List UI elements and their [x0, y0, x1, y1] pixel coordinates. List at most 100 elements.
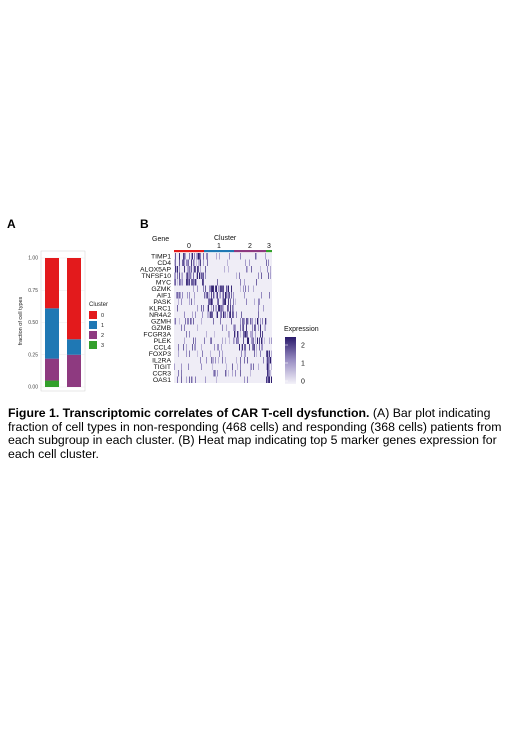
heatmap-cell: [209, 298, 210, 305]
heatmap-cell: [179, 292, 180, 299]
heatmap-cell: [249, 259, 250, 266]
heatmap-cell: [192, 253, 193, 260]
heatmap-cell: [181, 272, 182, 279]
heatmap-cell: [251, 266, 252, 273]
heatmap-cell: [203, 285, 204, 292]
heatmap-cell: [205, 272, 206, 279]
heatmap-cell: [269, 363, 270, 370]
heatmap-cell: [181, 279, 182, 286]
heatmap-cell: [178, 350, 179, 357]
bar-segment-NR-cluster-0: [45, 258, 59, 309]
heatmap-cell: [177, 292, 178, 299]
heatmap-cell: [179, 253, 180, 260]
heatmap-cell: [212, 298, 213, 305]
heatmap-cell: [188, 272, 189, 279]
heatmap-cell: [184, 324, 185, 331]
heatmap-cell: [189, 292, 190, 299]
heatmap-cell: [256, 253, 257, 260]
heatmap-cell: [225, 311, 226, 318]
heatmap-cell: [233, 305, 234, 312]
heatmap-cell: [212, 285, 213, 292]
heatmap-cell: [255, 337, 256, 344]
heatmap-cell: [174, 259, 175, 266]
heatmap-cell: [268, 357, 269, 364]
bar-y-axis-label: fraction of cell types: [18, 296, 24, 345]
heatmap-cell: [246, 298, 247, 305]
heatmap-cell: [199, 253, 200, 260]
figure-caption: Figure 1. Transcriptomic correlates of C…: [8, 406, 513, 461]
heatmap-cell: [268, 259, 269, 266]
heatmap-cell: [238, 331, 239, 338]
heatmap-cell: [256, 350, 257, 357]
bar-segment-R-cluster-2: [67, 354, 81, 387]
heatmap-cell: [202, 350, 203, 357]
heatmap-cell: [200, 357, 201, 364]
heatmap-cell: [248, 337, 249, 344]
heatmap-cell: [200, 266, 201, 273]
heatmap-cell: [219, 285, 220, 292]
heatmap-cell: [193, 318, 194, 325]
heatmap-cell: [206, 292, 207, 299]
heatmap-cell: [246, 324, 247, 331]
heatmap-cell: [177, 305, 178, 312]
heatmap-cell: [190, 272, 191, 279]
bar-legend-label: 2: [101, 333, 104, 339]
heatmap-cell: [263, 357, 264, 364]
heatmap-cell: [180, 279, 181, 286]
heatmap-cell: [199, 259, 200, 266]
heatmap-cell: [204, 337, 205, 344]
heatmap-cell: [222, 324, 223, 331]
caption-text: (A) Bar plot indicating fraction of cell…: [8, 406, 502, 461]
heatmap-cell: [260, 350, 261, 357]
heatmap-cell: [203, 272, 204, 279]
heatmap-cell: [225, 337, 226, 344]
heatmap-cell: [222, 350, 223, 357]
heatmap-cell: [213, 285, 214, 292]
heatmap-cell: [259, 337, 260, 344]
heatmap-cell: [200, 272, 201, 279]
heatmap-cell: [211, 357, 212, 364]
heatmap-cell: [221, 311, 222, 318]
stacked-bar-chart: 0.000.250.500.751.00 NRR fraction of cel…: [18, 250, 108, 392]
bar-y-tick-label: 0.75: [28, 288, 38, 294]
heatmap-cell: [184, 253, 185, 260]
heatmap-cell: [195, 337, 196, 344]
heatmap-cell: [252, 318, 253, 325]
heatmap-gene-label: TIGIT: [154, 364, 171, 371]
heatmap-cell: [192, 311, 193, 318]
heatmap-cell: [223, 311, 224, 318]
heatmap-cell: [241, 311, 242, 318]
heatmap-cell: [226, 324, 227, 331]
caption-title: Figure 1. Transcriptomic correlates of C…: [8, 406, 370, 420]
heatmap-cell: [205, 285, 206, 292]
heatmap-cell: [251, 331, 252, 338]
heatmap-cell: [189, 253, 190, 260]
bar-legend-title: Cluster: [89, 302, 108, 308]
heatmap-cell: [186, 259, 187, 266]
heatmap-cell: [271, 350, 272, 357]
heatmap-cell: [243, 318, 244, 325]
heatmap-cell: [228, 285, 229, 292]
heatmap-cluster-label: 3: [267, 243, 271, 250]
heatmap-cell: [219, 253, 220, 260]
heatmap-cell: [184, 311, 185, 318]
heatmap-cell: [253, 363, 254, 370]
heatmap-cell: [266, 376, 267, 383]
heatmap-cell: [188, 318, 189, 325]
heatmap-cell: [235, 370, 236, 377]
heatmap-cell: [235, 298, 236, 305]
bar-y-tick-label: 1.00: [28, 256, 38, 262]
heatmap-cell: [247, 376, 248, 383]
heatmap-cell: [260, 318, 261, 325]
heatmap-cell: [271, 357, 272, 364]
heatmap-cell: [268, 370, 269, 377]
heatmap-cell: [176, 292, 177, 299]
heatmap-cell: [251, 318, 252, 325]
heatmap-cell: [240, 324, 241, 331]
heatmap-cell: [192, 344, 193, 351]
heatmap-cell: [244, 331, 245, 338]
heatmap-cell: [260, 266, 261, 273]
heatmap-cell: [208, 292, 209, 299]
heatmap-cell: [191, 253, 192, 260]
heatmap-cell: [255, 331, 256, 338]
